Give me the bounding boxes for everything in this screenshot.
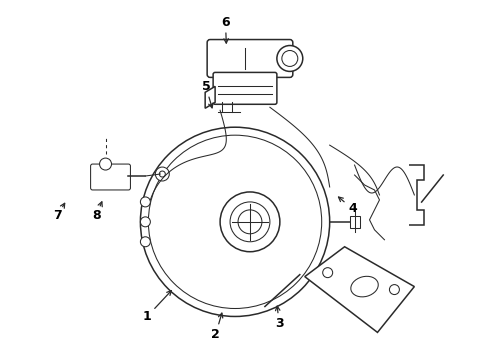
Circle shape bbox=[99, 158, 112, 170]
Circle shape bbox=[323, 268, 333, 278]
Text: 8: 8 bbox=[92, 210, 100, 222]
Circle shape bbox=[238, 210, 262, 234]
Circle shape bbox=[155, 167, 169, 181]
Text: 5: 5 bbox=[201, 80, 210, 93]
Circle shape bbox=[230, 202, 270, 242]
Text: 7: 7 bbox=[53, 210, 61, 222]
Polygon shape bbox=[305, 247, 415, 332]
Circle shape bbox=[220, 192, 280, 252]
Circle shape bbox=[390, 285, 399, 294]
Circle shape bbox=[282, 50, 298, 67]
Ellipse shape bbox=[351, 276, 378, 297]
Circle shape bbox=[141, 197, 150, 207]
Circle shape bbox=[141, 237, 150, 247]
Circle shape bbox=[141, 127, 330, 316]
Circle shape bbox=[141, 217, 150, 227]
FancyBboxPatch shape bbox=[213, 72, 277, 104]
Text: 2: 2 bbox=[211, 328, 220, 341]
Text: 4: 4 bbox=[348, 202, 357, 215]
Polygon shape bbox=[349, 216, 360, 228]
FancyBboxPatch shape bbox=[91, 164, 130, 190]
Text: 1: 1 bbox=[143, 310, 152, 323]
FancyBboxPatch shape bbox=[207, 40, 293, 77]
Polygon shape bbox=[205, 86, 215, 108]
Text: 6: 6 bbox=[221, 16, 230, 29]
Circle shape bbox=[277, 45, 303, 71]
Circle shape bbox=[159, 171, 165, 177]
Text: 3: 3 bbox=[275, 317, 284, 330]
